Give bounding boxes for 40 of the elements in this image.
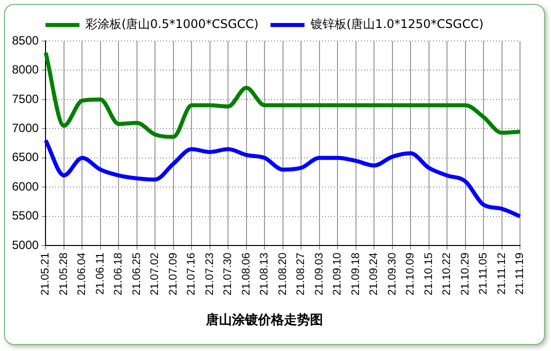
- x-tick-label: 21.11.19: [514, 252, 526, 295]
- y-tick-label: 8000: [12, 62, 40, 77]
- y-tick-label: 6000: [12, 179, 40, 194]
- line-series: [44, 50, 522, 139]
- x-tick-label: 21.08.20: [276, 252, 289, 296]
- x-tick-label: 21.08.13: [258, 252, 271, 296]
- x-tick-label: 21.09.03: [313, 252, 326, 296]
- y-tick-label: 8500: [12, 33, 40, 48]
- x-tick-label: 21.06.04: [76, 252, 88, 296]
- line-series: [44, 138, 522, 218]
- y-tick-label: 6500: [12, 150, 40, 164]
- y-tick-label: 7500: [12, 92, 40, 106]
- x-tick-label: 21.11.12: [496, 252, 508, 295]
- legend-label: 彩涂板(唐山0.5*1000*CSGCC): [85, 17, 259, 32]
- x-tick-label: 21.10.22: [441, 252, 454, 296]
- y-tick-label: 5500: [12, 208, 40, 223]
- x-tick-label: 21.09.10: [332, 252, 344, 296]
- x-tick-label: 21.10.29: [459, 252, 472, 296]
- x-tick-label: 21.09.30: [386, 252, 398, 296]
- x-tick-label: 21.06.18: [112, 252, 125, 296]
- legend-label: 镀锌板(唐山1.0*1250*CSGCC): [310, 17, 484, 32]
- text: 唐山涂镀价格走势图: [205, 312, 323, 327]
- y-tick-label: 7000: [12, 120, 40, 135]
- x-tick-label: 21.07.23: [204, 252, 216, 296]
- x-tick-label: 21.07.16: [186, 252, 198, 296]
- y-tick-label: 5000: [12, 238, 40, 252]
- x-tick-label: 21.09.24: [368, 252, 380, 296]
- x-tick-label: 21.08.27: [295, 252, 308, 296]
- x-tick-label: 21.10.09: [404, 252, 417, 296]
- x-tick-label: 21.05.21: [40, 252, 52, 296]
- x-tick-label: 21.05.28: [58, 252, 70, 296]
- x-tick-label: 21.10.15: [422, 252, 435, 296]
- x-tick-label: 21.07.02: [149, 252, 162, 296]
- x-tick-label: 21.11.05: [478, 252, 490, 295]
- x-tick-label: 21.09.18: [350, 252, 362, 296]
- x-tick-label: 21.08.06: [240, 252, 252, 296]
- x-tick-label: 21.07.30: [222, 252, 234, 296]
- x-tick-label: 21.07.09: [167, 252, 180, 296]
- x-tick-label: 21.06.11: [94, 252, 106, 295]
- x-tick-label: 21.06.25: [130, 252, 143, 296]
